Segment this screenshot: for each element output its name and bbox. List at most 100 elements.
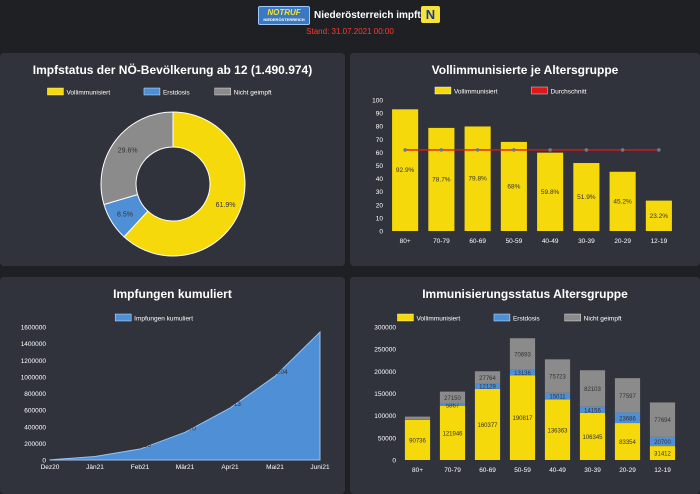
y-tick-0: 0	[379, 229, 383, 236]
bar-label-12-19: 23.2%	[650, 213, 669, 220]
stack-label-nicht-geimpft-40-49: 75723	[549, 375, 566, 381]
x-tick-30-39: 30-39	[584, 467, 601, 474]
status-altersgruppe-panel: Immunisierungsstatus Altersgruppe Vollim…	[350, 277, 700, 494]
stack-erstdosis-40-49	[544, 392, 571, 400]
stack-label-erstdosis-30-39: 14156	[584, 408, 601, 414]
y-tick-50000: 50000	[378, 435, 396, 442]
x-tick-60-69: 60-69	[479, 467, 496, 474]
status-altersgruppe-stacked-chart: Vollimmunisiert Erstdosis Nicht geimpft 0 50…	[374, 313, 676, 474]
stack-erstdosis-70-79	[439, 403, 466, 406]
durchschnitt-point-80	[403, 148, 407, 152]
legend-label-nicht-geimpft: Nicht geimpft	[234, 90, 272, 97]
kumuliert-value-dez20: 2243	[43, 453, 58, 460]
stack-vollimmunisiert-30-39	[579, 412, 606, 460]
impfstatus-donut-chart: Vollimmunisiert Erstdosis Nicht geimpft 61.…	[47, 87, 272, 257]
stack-label-erstdosis-50-59: 13136	[514, 371, 531, 377]
bar-label-20-29: 45.2%	[613, 198, 632, 205]
stack-label-vollimmunisiert-80: 90736	[409, 438, 426, 444]
legend-label-erstdosis: Erstdosis	[513, 316, 540, 323]
data-timestamp: Stand: 31.07.2021 00:00	[306, 27, 394, 36]
x-tick-70-79: 70-79	[444, 467, 461, 474]
x-tick-50-59: 50-59	[514, 467, 531, 474]
bar-label-60-69: 79.8%	[468, 176, 487, 183]
stack-nicht-geimpft-20-29	[614, 378, 641, 413]
status-altersgruppe-title: Immunisierungsstatus Altersgruppe	[422, 287, 628, 301]
y-tick-90: 90	[376, 111, 384, 118]
stack-vollimmunisiert-40-49	[544, 399, 571, 460]
legend-swatch-vollimmunisiert	[47, 87, 64, 96]
legend-label-vollimmunisiert: Vollimmunisiert	[416, 316, 460, 323]
legend-label-vollimmunisiert: Vollimmunisiert	[454, 89, 498, 96]
x-tick-80: 80+	[412, 467, 423, 474]
legend-swatch-vollimmunisiert	[434, 86, 452, 95]
bar-50-59	[500, 141, 527, 231]
donut-slice-vollimmunisiert	[123, 111, 246, 257]
stack-label-vollimmunisiert-60-69: 160377	[477, 423, 498, 429]
legend-swatch-erstdosis	[143, 87, 161, 96]
y-tick-70: 70	[376, 137, 384, 144]
kumuliert-title: Impfungen kumuliert	[113, 287, 232, 301]
x-tick-apr21: Apr21	[221, 464, 239, 471]
altersgruppe-title: Vollimmunisierte je Altersgruppe	[431, 63, 619, 77]
stack-label-erstdosis-20-29: 23686	[619, 416, 636, 422]
noe-badge-icon: N	[421, 6, 440, 23]
bar-80	[392, 109, 419, 231]
x-tick-mai21: Mai21	[266, 464, 284, 471]
stack-label-vollimmunisiert-30-39: 106345	[582, 435, 603, 441]
stack-label-erstdosis-70-79: 5867	[446, 403, 460, 409]
bar-40-49	[537, 152, 564, 231]
stack-label-erstdosis-12-19: 20700	[654, 440, 671, 446]
kumuliert-value-apr21: 624713	[219, 401, 241, 408]
notruf-logo[interactable]: NOTRUF NIEDERÖSTERREICH	[258, 6, 310, 25]
stack-label-nicht-geimpft-70-79: 27150	[444, 396, 461, 402]
x-tick-60-69: 60-69	[469, 238, 486, 245]
app-header: NOTRUF NIEDERÖSTERREICH Niederösterreich …	[0, 0, 700, 48]
altersgruppe-bar-chart: Vollimmunisiert Durchschnitt 0 10 20 30 40 50 60…	[372, 86, 672, 245]
x-tick-12-19: 12-19	[651, 238, 668, 245]
y-tick-600000: 600000	[24, 408, 46, 415]
stack-label-nicht-geimpft-30-39: 82103	[584, 387, 601, 393]
legend-swatch-durchschnitt	[531, 86, 548, 95]
legend-swatch-impfungen-kumuliert	[114, 313, 132, 322]
stack-vollimmunisiert-20-29	[614, 423, 641, 460]
durchschnitt-point-12-19	[657, 148, 661, 152]
y-tick-60: 60	[376, 150, 384, 157]
x-tick-30-39: 30-39	[578, 238, 595, 245]
donut-label-erstdosis: 8.5%	[117, 211, 133, 218]
stack-vollimmunisiert-12-19	[649, 446, 676, 460]
legend-swatch-nicht-geimpft	[214, 87, 231, 96]
durchschnitt-point-30-39	[584, 148, 589, 152]
stack-label-nicht-geimpft-50-59: 70693	[514, 352, 531, 358]
stack-nicht-geimpft-80	[404, 416, 431, 420]
y-tick-1400000: 1400000	[21, 341, 47, 348]
bar-70-79	[428, 127, 455, 231]
y-tick-200000: 200000	[24, 441, 46, 448]
x-tick-dez20: Dez20	[41, 464, 60, 471]
logo-subtext: NIEDERÖSTERREICH	[263, 17, 305, 22]
y-tick-200000: 200000	[374, 369, 396, 376]
stack-nicht-geimpft-70-79	[439, 391, 466, 404]
legend-swatch-erstdosis	[493, 313, 511, 322]
app-title: Niederösterreich impft	[314, 10, 421, 21]
x-tick-50-59: 50-59	[506, 238, 523, 245]
y-tick-300000: 300000	[374, 325, 396, 332]
stack-erstdosis-12-19	[649, 436, 676, 447]
stack-label-nicht-geimpft-12-19: 77694	[654, 418, 671, 424]
x-tick-20-29: 20-29	[614, 238, 631, 245]
kumuliert-value-j-n21: 42646	[86, 449, 104, 456]
bar-label-30-39: 51.9%	[577, 194, 596, 201]
stack-vollimmunisiert-50-59	[509, 375, 536, 460]
altersgruppe-panel: Vollimmunisierte je Altersgruppe Vollimm…	[350, 53, 700, 266]
donut-slice-nicht-geimpft	[100, 111, 174, 206]
impfstatus-title: Impfstatus der NÖ-Bevölkerung ab 12 (1.4…	[32, 63, 313, 77]
bar-label-40-49: 59.8%	[541, 189, 560, 196]
x-tick-12-19: 12-19	[654, 467, 671, 474]
stack-label-vollimmunisiert-20-29: 83354	[619, 440, 636, 446]
kumuliert-value-m-r21: 332670	[174, 425, 196, 432]
stack-label-erstdosis-60-69: 12129	[479, 385, 496, 391]
stack-label-nicht-geimpft-60-69: 27764	[479, 376, 496, 382]
stack-erstdosis-20-29	[614, 412, 641, 424]
stack-vollimmunisiert-80	[404, 419, 431, 460]
y-tick-0: 0	[392, 458, 396, 465]
durchschnitt-point-60-69	[475, 148, 480, 152]
